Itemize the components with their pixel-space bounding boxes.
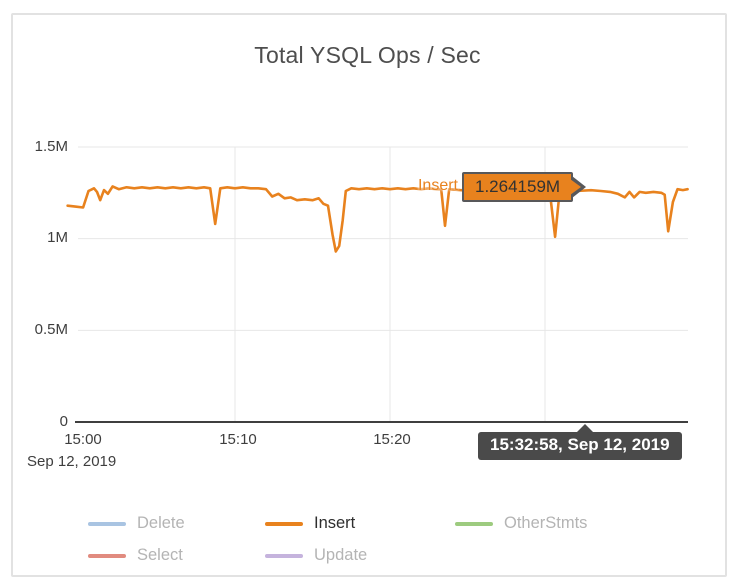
legend: Delete Insert OtherStmts Select Update [88, 514, 587, 565]
otherstmts-series-swatch-icon [455, 521, 493, 526]
legend-item-update[interactable]: Update [265, 546, 455, 565]
legend-label: Update [314, 546, 368, 564]
chart-title: Total YSQL Ops / Sec [254, 42, 481, 68]
legend-item-insert[interactable]: Insert [265, 514, 455, 533]
x-tick-1500: 15:00 [64, 431, 102, 448]
legend-label: Insert [314, 514, 356, 532]
x-tick-1510: 15:10 [219, 431, 257, 448]
delete-series-swatch-icon [88, 521, 126, 526]
select-series-swatch-icon [88, 553, 126, 558]
legend-item-otherstmts[interactable]: OtherStmts [455, 514, 587, 533]
insert-series-swatch-icon [265, 521, 303, 526]
hover-value-tooltip: 1.264159M [462, 172, 587, 202]
tooltip-pointer-icon [570, 179, 582, 195]
legend-item-select[interactable]: Select [88, 546, 265, 565]
hover-time-tooltip: 15:32:58, Sep 12, 2019 [478, 424, 682, 460]
legend-label: Delete [137, 514, 185, 532]
x-axis-date-label: Sep 12, 2019 [27, 453, 117, 470]
hover-series-label: Insert [417, 177, 458, 194]
tooltip-up-arrow-icon [577, 424, 593, 432]
update-series-swatch-icon [265, 553, 303, 558]
legend-label: OtherStmts [504, 514, 588, 532]
insert-series-line[interactable] [66, 185, 689, 253]
y-tick-0-5m: 0.5M [34, 321, 68, 338]
chart-card [11, 13, 727, 577]
plot-area[interactable] [0, 0, 735, 495]
y-tick-1-5m: 1.5M [34, 138, 68, 155]
x-tick-1520: 15:20 [373, 431, 411, 448]
y-tick-0: 0 [59, 413, 68, 430]
hover-time-text: 15:32:58, Sep 12, 2019 [490, 435, 670, 454]
y-tick-1m: 1M [47, 229, 68, 246]
hover-value-text: 1.264159M [475, 177, 561, 196]
legend-item-delete[interactable]: Delete [88, 514, 265, 533]
legend-label: Select [137, 546, 183, 564]
